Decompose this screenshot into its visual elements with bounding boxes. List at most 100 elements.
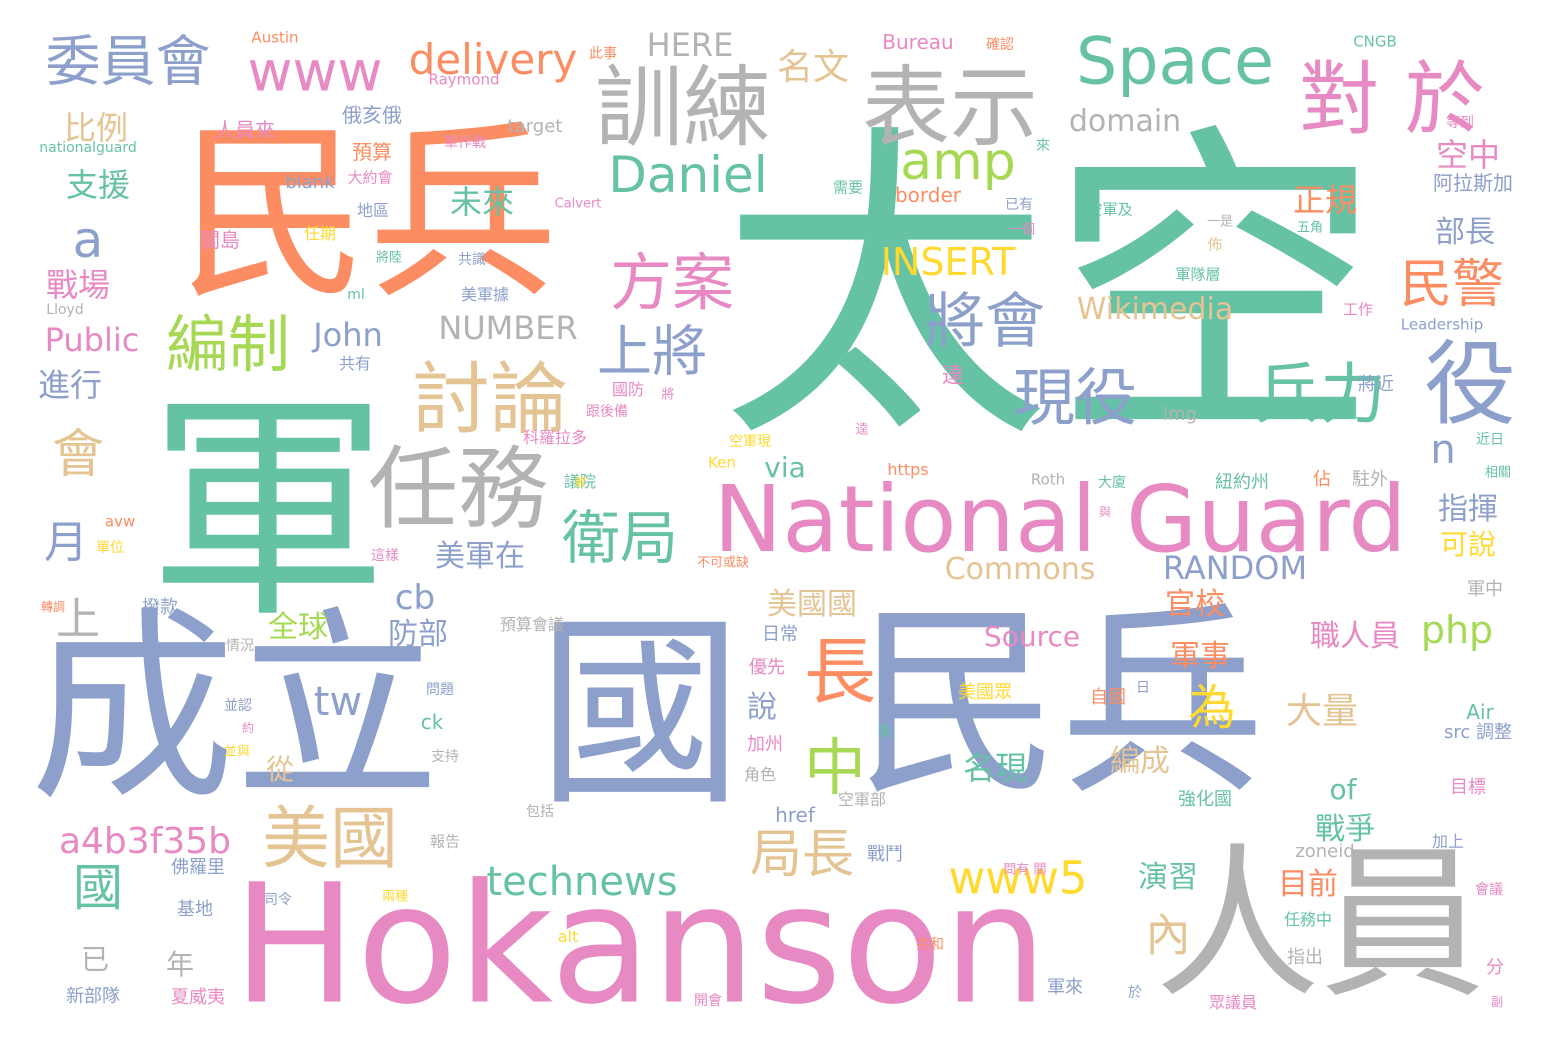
word-meiguozhong: 美國眾 <box>958 682 1012 703</box>
word-alt: alt <box>557 927 579 946</box>
word-cishi: 此事 <box>589 46 617 62</box>
word-shangjiang: 上將 <box>596 319 708 384</box>
word-meijunzai: 美軍在 <box>435 539 525 574</box>
word-minjing: 民警 <box>1399 255 1505 315</box>
word-junduiceng: 軍隊層 <box>1175 265 1221 284</box>
word-daliang: 大量 <box>1285 691 1359 732</box>
word-php: php <box>1420 608 1494 652</box>
word-bingren: 並認 <box>224 698 252 714</box>
word-yusuanhuiyi: 預算會議 <box>499 615 565 634</box>
word-amp: amp <box>900 132 1016 192</box>
word-n: n <box>1430 427 1456 473</box>
word-dayuehui: 大約會 <box>347 168 393 187</box>
word-dasha: 大廈 <box>1098 475 1126 491</box>
word-avw: avw <box>104 512 136 531</box>
word-juzhang: 局長 <box>749 825 855 885</box>
word-tw: tw <box>313 679 363 725</box>
word-bu: 佈 <box>1207 235 1223 254</box>
word-mingwen: 名文 <box>776 47 850 88</box>
word-ohio: 俄亥俄 <box>342 103 402 127</box>
word-mingxian: 名現 <box>962 749 1028 787</box>
word-zoneid: zoneid <box>1295 841 1355 862</box>
word-renwu: 任務 <box>368 437 548 542</box>
word-public: Public <box>44 321 140 359</box>
word-bingli: 兵力 <box>1254 356 1386 433</box>
word-juese: 角色 <box>743 765 777 784</box>
word-biancheng: 編成 <box>1110 744 1170 779</box>
word-john: John <box>313 316 383 354</box>
word-yu: 於 <box>1128 985 1142 1001</box>
word-diqu: 地區 <box>356 201 390 220</box>
word-zhichu: 指出 <box>1287 947 1323 968</box>
word-wenti: 問題 <box>426 682 454 698</box>
word-yue: 月 <box>44 517 88 568</box>
word-https: https <box>887 460 929 479</box>
word-guam: 關島 <box>200 228 240 252</box>
word-zhihui: 指揮 <box>1438 492 1498 527</box>
word-zhongyiyuan: 眾議員 <box>1208 993 1258 1012</box>
word-hawaii: 夏威夷 <box>171 987 225 1008</box>
word-junzhong: 軍中 <box>1467 579 1503 600</box>
word-zheyang: 這樣 <box>371 548 399 564</box>
word-leadership: Leadership <box>1400 315 1484 334</box>
word-img: img <box>1163 404 1197 425</box>
word-wikimedia: Wikimedia <box>1076 292 1234 327</box>
word-bianzhi: 編制 <box>165 308 291 381</box>
word-roth: Roth <box>1030 470 1066 489</box>
word-newyork: 紐約州 <box>1215 472 1269 493</box>
word-florida: 佛羅里 <box>171 857 225 878</box>
word-yanxi: 演習 <box>1138 860 1198 895</box>
word-duiyu: 對 於 <box>1299 53 1485 146</box>
word-src-tiaozheng: src 調整 <box>1443 722 1513 743</box>
word-taikong: 太空 <box>720 98 1380 482</box>
word-jun: 軍 <box>147 370 389 650</box>
word-alaska: 阿拉斯加 <box>1433 171 1513 195</box>
word-ml: ml <box>347 287 365 303</box>
word-meiguo: 美國 <box>261 800 399 879</box>
word-jidi: 基地 <box>177 899 213 920</box>
word-gongzuo: 工作 <box>1342 300 1374 319</box>
word-chang: 長 <box>803 630 877 714</box>
word-target: target <box>507 116 563 137</box>
word-fen: 分 <box>1486 957 1504 978</box>
word-national-guard: National Guard <box>713 466 1407 573</box>
word-guo-small: 國 <box>73 859 123 917</box>
word-taolun: 討論 <box>411 355 569 445</box>
word-xinbudui: 新部隊 <box>66 986 120 1007</box>
word-fu: 副 <box>1490 995 1504 1009</box>
word-guanxiao: 官校 <box>1165 587 1225 622</box>
word-richang: 日常 <box>762 624 798 645</box>
word-zhiyuan: 支援 <box>65 166 131 204</box>
word-nationalguard: nationalguard <box>39 140 137 156</box>
word-queren: 確認 <box>986 37 1014 53</box>
word-kaihui: 開會 <box>694 993 722 1009</box>
word-yishi: 一是 <box>1206 214 1234 230</box>
word-yue-approx: 約 <box>241 721 255 735</box>
word-wenyouguan: 問有 關 <box>1003 862 1047 878</box>
word-colorado: 科羅拉多 <box>522 428 588 447</box>
word-hou: 後 <box>878 724 892 740</box>
word-bokuan: 撥款 <box>142 597 178 618</box>
word-baogao: 報告 <box>429 832 461 851</box>
word-meiguoguo: 美國國 <box>767 587 857 622</box>
word-gonghe: 共和 <box>916 937 944 953</box>
word-href: href <box>775 803 815 827</box>
word-jiang: 將 <box>661 387 675 403</box>
word-zhanchang: 戰場 <box>45 266 111 304</box>
word-cngb: CNGB <box>1353 32 1397 51</box>
word-quanqiu: 全球 <box>268 610 328 645</box>
word-bei: 被 <box>573 475 587 489</box>
word-fangan: 方案 <box>609 246 735 319</box>
word-zhandou: 戰鬥 <box>867 844 903 865</box>
word-kui: 逵 <box>855 422 869 438</box>
word-border: border <box>894 183 962 207</box>
word-zhirenyuan: 職人員 <box>1310 619 1400 654</box>
word-yi: 役 <box>1423 331 1517 438</box>
word-danwei: 單位 <box>96 540 124 556</box>
word-xianyi: 現役 <box>1012 361 1138 434</box>
word-jiashang: 加上 <box>1431 832 1465 851</box>
word-jinxing: 進行 <box>37 366 103 404</box>
word-jiangjin: 將近 <box>1358 374 1394 395</box>
word-zhuandiao: 轉調 <box>40 600 66 614</box>
